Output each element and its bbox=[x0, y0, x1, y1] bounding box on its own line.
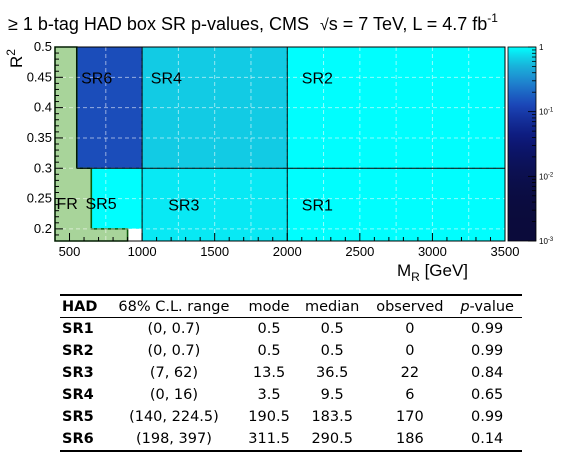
table-cell: 290.5 bbox=[311, 431, 353, 447]
table-cell: 0.99 bbox=[471, 409, 504, 425]
y-tick-label: 0.4 bbox=[34, 100, 52, 115]
table-header-cell: observed bbox=[376, 298, 444, 315]
table-cell: 6 bbox=[405, 387, 415, 403]
table-header-cell: 68% C.L. range bbox=[118, 298, 230, 315]
table-cell: SR6 bbox=[62, 431, 94, 447]
y-tick-label: 0.5 bbox=[34, 39, 52, 54]
table-body: SR1 (0, 0.7) 0.5 0.5 0 0.99 SR2 (0, 0.7) 0.5 0.5 0… bbox=[60, 318, 522, 451]
table-header-row: HAD 68% C.L. range mode median observed p-val… bbox=[60, 295, 522, 318]
x-tick-label: 3000 bbox=[418, 244, 447, 259]
region-label: SR3 bbox=[168, 198, 199, 215]
table-cell: 0.5 bbox=[257, 321, 281, 337]
plot-area bbox=[54, 46, 505, 242]
table-cell: 36.5 bbox=[316, 365, 349, 381]
table-cell: 0.5 bbox=[257, 343, 281, 359]
table-cell: SR5 bbox=[62, 409, 94, 425]
chart-title: ≥ 1 b-tag HAD box SR p-values, CMS √s = … bbox=[8, 11, 498, 34]
table-cell: 0.14 bbox=[471, 431, 504, 447]
colorbar-tick-label: 10-2 bbox=[539, 172, 554, 181]
results-table: HAD 68% C.L. range mode median observed p-val… bbox=[60, 294, 522, 452]
region-boundaries bbox=[76, 47, 505, 241]
table-cell: (7, 62) bbox=[149, 365, 199, 381]
x-tick-label: 1500 bbox=[200, 244, 229, 259]
table-cell: 311.5 bbox=[248, 431, 290, 447]
table-header-cell: HAD bbox=[62, 298, 98, 315]
y-tick-label: 0.3 bbox=[34, 160, 52, 175]
table-cell: 0.99 bbox=[471, 321, 504, 337]
y-axis-label: R2 bbox=[4, 49, 26, 68]
colorbar: 1 10-1 10-2 10-3 bbox=[507, 43, 554, 246]
table-cell: 13.5 bbox=[252, 365, 286, 381]
x-tick-label: 1000 bbox=[128, 244, 157, 259]
table-header-cell: mode bbox=[248, 298, 290, 315]
table-cell: 186 bbox=[396, 431, 424, 447]
table-cell: 190.5 bbox=[248, 409, 290, 425]
table-cell: 0.99 bbox=[471, 343, 504, 359]
x-tick-label: 3500 bbox=[491, 244, 520, 259]
fit-region-label: FR bbox=[56, 196, 77, 213]
table-cell: (140, 224.5) bbox=[129, 409, 219, 425]
table-cell: 22 bbox=[400, 365, 420, 381]
y-tick-label: 0.2 bbox=[34, 221, 52, 236]
table-cell: 0 bbox=[405, 321, 415, 337]
table-row: SR3 (7, 62) 13.5 36.5 22 0.84 bbox=[60, 362, 522, 384]
table-row: SR4 (0, 16) 3.5 9.5 6 0.65 bbox=[60, 384, 522, 406]
region-label: SR1 bbox=[302, 198, 333, 215]
table-cell: 0.84 bbox=[471, 365, 504, 381]
y-tick-label: 0.25 bbox=[27, 191, 52, 206]
table-cell: (198, 397) bbox=[135, 431, 212, 447]
table-cell: (0, 0.7) bbox=[147, 343, 201, 359]
region-labels: SR6 SR4 SR2 SR5 SR3 SR1 FR bbox=[56, 70, 333, 214]
table-cell: SR1 bbox=[62, 321, 94, 337]
region-label: SR6 bbox=[81, 70, 112, 87]
table-row: SR5 (140, 224.5) 190.5 183.5 170 0.99 bbox=[60, 406, 522, 428]
table-cell: SR4 bbox=[62, 387, 94, 403]
table-row: SR1 (0, 0.7) 0.5 0.5 0 0.99 bbox=[60, 318, 522, 341]
colorbar-tick-label: 1 bbox=[539, 43, 544, 52]
x-tick-label: 2000 bbox=[273, 244, 302, 259]
colorbar-tick-label: 10-1 bbox=[539, 108, 554, 117]
colorbar-scale bbox=[507, 46, 537, 242]
table-header-cell: p-value bbox=[460, 298, 514, 315]
region-label: SR5 bbox=[85, 196, 116, 213]
table-cell: 183.5 bbox=[311, 409, 353, 425]
region-label: SR4 bbox=[151, 70, 182, 87]
axes: 500 1000 1500 2000 2500 3000 3500 0.2 0.25 0.3 0.3… bbox=[27, 39, 520, 259]
table-cell: 3.5 bbox=[257, 387, 281, 403]
table-cell: SR2 bbox=[62, 343, 94, 359]
p-value-chart: ≥ 1 b-tag HAD box SR p-values, CMS √s = … bbox=[4, 11, 554, 284]
table-header-cell: median bbox=[305, 298, 360, 315]
table-row: SR2 (0, 0.7) 0.5 0.5 0 0.99 bbox=[60, 340, 522, 362]
colorbar-tick-label: 10-3 bbox=[539, 237, 554, 246]
region-cell-sr6 bbox=[76, 47, 143, 169]
x-tick-label: 500 bbox=[59, 244, 81, 259]
table-cell: 0.65 bbox=[471, 387, 504, 403]
x-axis-label: MR [GeV] bbox=[397, 261, 468, 284]
table-cell: 0.5 bbox=[320, 343, 344, 359]
table-cell: SR3 bbox=[62, 365, 94, 381]
y-tick-label: 0.35 bbox=[27, 130, 52, 145]
region-label: SR2 bbox=[302, 70, 333, 87]
sqrt-sign: √ bbox=[320, 17, 329, 34]
table-cell: (0, 0.7) bbox=[147, 321, 201, 337]
table-cell: (0, 16) bbox=[149, 387, 199, 403]
table-row: SR6 (198, 397) 311.5 290.5 186 0.14 bbox=[60, 428, 522, 451]
y-tick-label: 0.45 bbox=[27, 69, 52, 84]
table-cell: 0 bbox=[405, 343, 415, 359]
table-cell: 0.5 bbox=[320, 321, 344, 337]
table-cell: 9.5 bbox=[320, 387, 344, 403]
blank-region bbox=[127, 228, 143, 241]
table-cell: 170 bbox=[396, 409, 424, 425]
x-tick-label: 2500 bbox=[345, 244, 374, 259]
p-symbol: p bbox=[460, 298, 470, 315]
region-cell-sr2 bbox=[287, 47, 505, 169]
